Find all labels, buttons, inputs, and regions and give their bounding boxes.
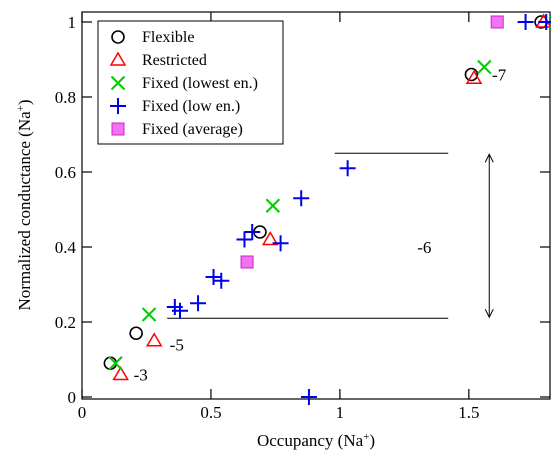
- point-restricted: [261, 231, 279, 246]
- point-fixed-low-en: [272, 235, 289, 252]
- point-fixed-low-en: [538, 14, 551, 30]
- bracket-arrow-down: [484, 309, 494, 319]
- annotation-label: -7: [492, 66, 507, 85]
- y-tick-label: 0.8: [55, 88, 76, 107]
- x-tick-label: 0: [78, 403, 87, 422]
- y-tick-label: 0.2: [55, 313, 76, 332]
- legend-marker: [110, 75, 126, 91]
- y-tick-label: 0.4: [55, 238, 77, 257]
- point-restricted: [465, 69, 483, 84]
- annotation-label: -3: [134, 366, 148, 385]
- point-fixed-lowest-en: [108, 356, 123, 371]
- point-flexible: [464, 67, 479, 82]
- annotation-label: -6: [417, 238, 431, 257]
- point-fixed-low-en: [517, 14, 534, 30]
- legend-marker: [111, 122, 125, 136]
- annotations: -3-5-6-7-∞: [134, 66, 507, 385]
- point-fixed-low-en: [244, 224, 261, 240]
- point-fixed-lowest-en: [265, 198, 281, 213]
- x-tick-label: 1.5: [458, 403, 479, 422]
- legend-label: Fixed (average): [142, 121, 243, 138]
- x-axis-label: Occupancy (Na+): [257, 431, 375, 450]
- point-fixed-average: [490, 15, 504, 29]
- point-fixed-low-en: [236, 231, 253, 248]
- point-fixed-low-en: [190, 295, 207, 312]
- y-tick-label: 0: [68, 388, 77, 407]
- point-fixed-low-en: [205, 269, 222, 285]
- plot-frame: [81, 11, 551, 400]
- axis-ticks: 0 0.5 1 1.5 0 0.2 0.4 0.6 0.8 1: [55, 12, 550, 422]
- point-fixed-low-en: [172, 302, 188, 319]
- x-tick-label: 0.5: [200, 403, 221, 422]
- y-tick-label: 1: [68, 13, 77, 32]
- legend: Flexible Restricted Fixed (lowest en.) Fixe…: [97, 20, 284, 145]
- bracket-arrow-up: [484, 153, 494, 163]
- point-restricted: [145, 332, 163, 347]
- legend-label: Fixed (lowest en.): [142, 75, 258, 92]
- point-fixed-low-en: [339, 160, 356, 177]
- data-markers: [103, 13, 551, 405]
- point-fixed-lowest-en: [477, 59, 492, 75]
- point-flexible: [129, 326, 143, 341]
- annotation-label: -5: [170, 336, 184, 355]
- point-fixed-low-en: [213, 272, 230, 289]
- x-tick-label: 1: [336, 403, 345, 422]
- y-axis-label: Normalized conductance (Na+): [15, 99, 34, 310]
- legend-label: Fixed (low en.): [142, 98, 240, 115]
- point-fixed-low-en: [293, 190, 310, 207]
- legend-marker: [110, 98, 126, 114]
- point-fixed-average: [240, 255, 254, 269]
- legend-label: Flexible: [142, 29, 194, 46]
- legend-label: Restricted: [142, 52, 207, 69]
- point-fixed-lowest-en: [141, 307, 157, 322]
- legend-box: [97, 20, 284, 145]
- bracket-guides: [167, 152, 494, 319]
- legend-marker: [109, 51, 127, 66]
- legend-marker: [111, 30, 125, 44]
- point-fixed-low-en: [300, 389, 317, 405]
- y-tick-label: 0.6: [55, 163, 76, 182]
- point-restricted: [112, 366, 129, 381]
